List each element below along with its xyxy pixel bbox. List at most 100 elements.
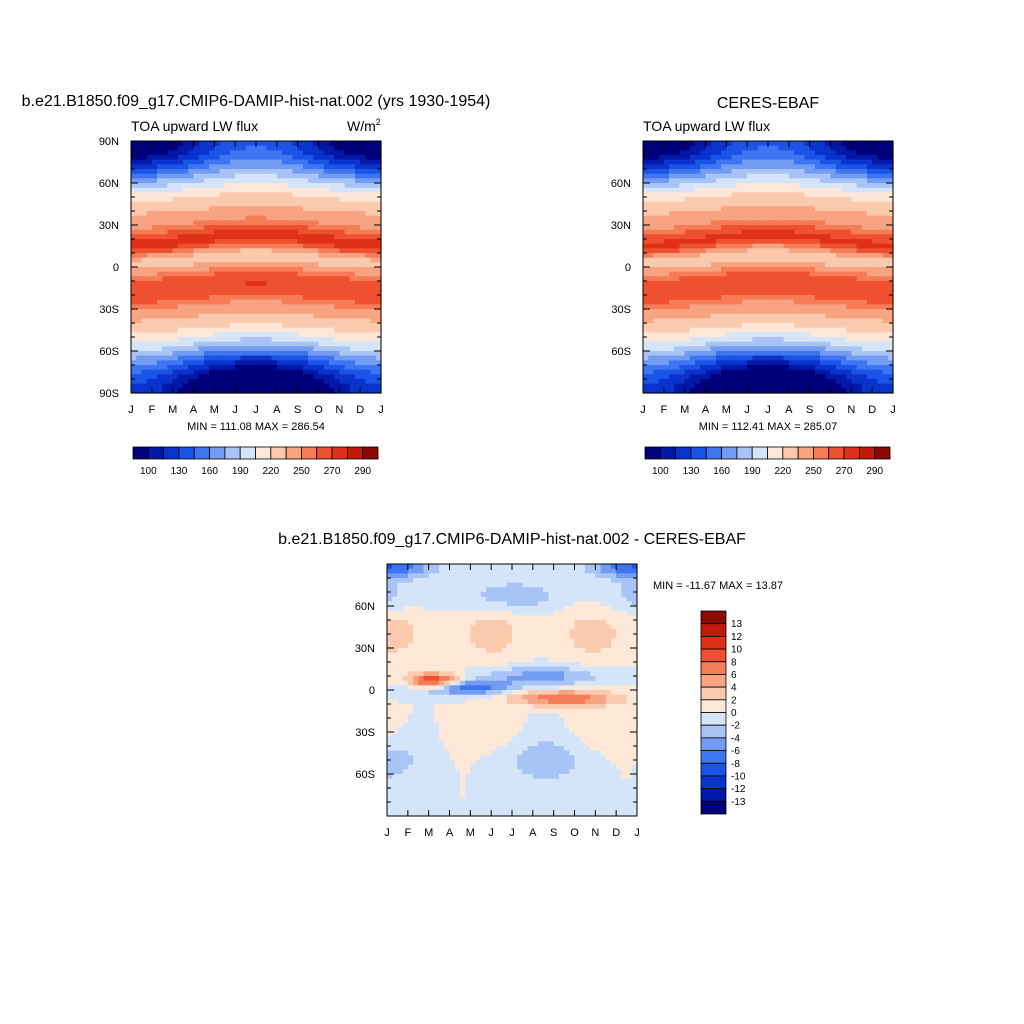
field-cell xyxy=(183,220,189,226)
field-cell xyxy=(292,299,299,305)
field-cell xyxy=(814,159,821,165)
field-cell xyxy=(313,346,320,352)
field-cell xyxy=(328,285,335,291)
field-cell xyxy=(773,285,780,291)
field-cell xyxy=(318,243,325,249)
field-cell xyxy=(266,271,273,277)
field-cell xyxy=(146,355,153,361)
field-cell xyxy=(308,141,314,147)
field-cell xyxy=(814,155,821,161)
field-cell xyxy=(318,150,325,156)
field-cell xyxy=(866,295,873,301)
field-cell xyxy=(151,211,158,217)
field-cell xyxy=(648,187,655,193)
field-cell xyxy=(209,318,215,324)
field-cell xyxy=(188,169,195,175)
field-cell xyxy=(674,341,681,347)
field-cell xyxy=(872,220,878,226)
field-cell xyxy=(726,267,733,273)
field-cell xyxy=(669,299,675,305)
field-cell xyxy=(349,337,356,343)
field-cell xyxy=(747,295,753,301)
field-cell xyxy=(804,239,811,245)
field-cell xyxy=(736,267,743,273)
field-cell xyxy=(349,229,356,235)
field-cell xyxy=(136,341,143,347)
field-cell xyxy=(648,267,655,273)
field-cell xyxy=(136,187,143,193)
field-cell xyxy=(835,355,842,361)
colorbar-swatch xyxy=(193,446,210,460)
field-cell xyxy=(731,271,738,277)
field-cell xyxy=(344,187,351,193)
field-cell xyxy=(851,346,858,352)
field-cell xyxy=(762,234,769,240)
field-cell xyxy=(695,262,701,268)
field-cell xyxy=(679,327,686,333)
x-tick-label: J xyxy=(378,404,384,416)
field-cell xyxy=(297,337,304,343)
field-cell xyxy=(339,341,346,347)
field-cell xyxy=(240,150,247,156)
field-cell xyxy=(146,309,153,315)
field-cell xyxy=(229,281,236,287)
field-cell xyxy=(198,183,205,189)
field-cell xyxy=(323,318,330,324)
field-cell xyxy=(783,318,790,324)
field-cell xyxy=(183,309,189,315)
field-cell xyxy=(250,239,257,245)
field-cell xyxy=(799,145,806,151)
field-cell xyxy=(334,253,340,259)
field-cell xyxy=(825,173,832,179)
field-cell xyxy=(229,257,236,263)
field-cell xyxy=(726,281,733,287)
field-cell xyxy=(674,337,681,343)
field-cell xyxy=(721,271,727,277)
field-cell xyxy=(861,192,868,198)
field-cell xyxy=(313,248,320,254)
field-cell xyxy=(334,234,340,240)
field-cell xyxy=(663,276,670,282)
field-cell xyxy=(731,234,738,240)
field-cell xyxy=(292,183,299,189)
field-cell xyxy=(741,341,748,347)
field-cell xyxy=(741,234,748,240)
field-cell xyxy=(177,257,184,263)
field-cell xyxy=(162,299,169,305)
field-cell xyxy=(778,309,785,315)
field-cell xyxy=(131,281,137,287)
field-cell xyxy=(840,281,847,287)
field-cell xyxy=(726,201,733,207)
field-cell xyxy=(726,248,733,254)
field-cell xyxy=(235,178,241,184)
field-cell xyxy=(203,211,210,217)
field-cell xyxy=(877,234,884,240)
field-cell xyxy=(344,220,351,226)
field-cell xyxy=(820,239,826,245)
field-cell xyxy=(209,243,215,249)
field-cell xyxy=(323,234,330,240)
field-cell xyxy=(648,145,655,151)
field-cell xyxy=(705,337,712,343)
field-cell xyxy=(809,225,816,231)
field-cell xyxy=(365,215,372,221)
field-cell xyxy=(700,248,707,254)
field-cell xyxy=(354,253,361,259)
field-cell xyxy=(663,271,670,277)
field-cell xyxy=(710,281,717,287)
field-cell xyxy=(783,192,790,198)
field-cell xyxy=(203,215,210,221)
field-cell xyxy=(887,183,894,189)
field-cell xyxy=(674,159,681,165)
field-cell xyxy=(141,145,148,151)
field-cell xyxy=(721,332,727,338)
field-cell xyxy=(689,183,696,189)
field-cell xyxy=(820,313,826,319)
field-cell xyxy=(188,206,195,212)
field-cell xyxy=(846,253,852,259)
field-cell xyxy=(266,192,273,198)
field-cell xyxy=(167,183,174,189)
field-cell xyxy=(297,332,304,338)
field-cell xyxy=(773,145,780,151)
field-cell xyxy=(219,178,226,184)
